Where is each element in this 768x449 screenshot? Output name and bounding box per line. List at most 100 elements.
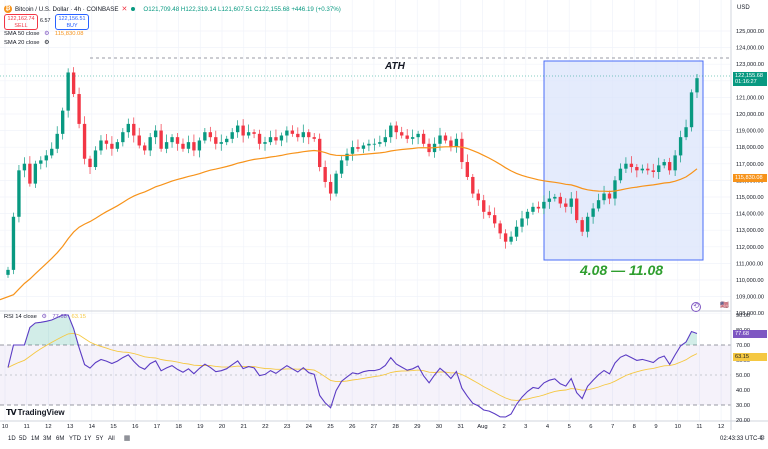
ohlc-values: O121,709.48 H122,319.14 L121,607.51 C122… <box>143 5 341 13</box>
candle <box>71 72 76 95</box>
price-axis-label: 113,000.00 <box>736 228 764 234</box>
candle <box>208 132 213 138</box>
currency-label[interactable]: USD <box>737 5 750 11</box>
settings-icon[interactable]: ⚙ <box>758 435 766 442</box>
timeframe-button-5y[interactable]: 5Y <box>96 436 104 442</box>
sma20-legend[interactable]: SMA 20 close ⚙ <box>4 40 50 46</box>
timeframe-button-all[interactable]: All <box>108 436 115 442</box>
candle <box>514 226 519 237</box>
timeframe-button-ytd[interactable]: YTD <box>69 436 81 442</box>
timeframe-button-5d[interactable]: 5D <box>19 436 27 442</box>
timeframe-button-1m[interactable]: 1M <box>31 436 40 442</box>
clock[interactable]: 02:43:33 UTC-4 <box>720 436 763 442</box>
time-axis-label: 15 <box>110 424 116 430</box>
candle <box>328 181 333 194</box>
candle <box>257 133 262 144</box>
time-axis-label: 10 <box>2 424 8 430</box>
candle <box>580 220 584 232</box>
candle <box>268 137 273 143</box>
candle <box>137 135 141 146</box>
date-range-label[interactable]: 4.08 — 11.08 <box>580 262 664 278</box>
rsi-line <box>7 314 698 418</box>
sell-button[interactable]: 122,162.74 SELL <box>4 14 38 30</box>
candle <box>498 223 502 234</box>
price-axis-label: 124,000.00 <box>736 46 764 52</box>
sma20-settings-icon[interactable]: ⚙ <box>44 40 50 46</box>
price-axis-label: 115,000.00 <box>736 195 764 201</box>
timeframe-button-6m[interactable]: 6M <box>56 436 65 442</box>
candle <box>482 200 486 212</box>
candle <box>17 170 21 217</box>
tradingview-logo[interactable]: 𝗧𝗩 TradingView <box>6 408 65 417</box>
time-axis-label: 4 <box>546 424 550 430</box>
candle <box>509 236 513 242</box>
candle <box>246 132 251 136</box>
timeframe-button-3m[interactable]: 3M <box>43 436 52 442</box>
time-axis-label: 19 <box>197 424 203 430</box>
candle <box>503 233 508 242</box>
alert-icon[interactable]: ⟲ <box>691 302 701 312</box>
candle <box>121 132 125 143</box>
buy-button[interactable]: 122,156.51 BUY <box>55 14 89 30</box>
rsi-value-tag: 77.68 <box>733 330 767 338</box>
candle <box>651 170 655 172</box>
candle <box>263 142 267 144</box>
time-axis-label: 29 <box>414 424 420 430</box>
time-axis-label: 12 <box>718 424 724 430</box>
symbol-title[interactable]: Bitcoin / U.S. Dollar · 4h · COINBASE <box>15 5 119 13</box>
candle <box>471 176 475 194</box>
timeframe-button-1y[interactable]: 1Y <box>84 436 92 442</box>
candle <box>148 137 152 151</box>
candle <box>356 147 360 149</box>
candle <box>235 125 240 133</box>
time-axis-label: 20 <box>219 424 225 430</box>
time-axis-label: 16 <box>132 424 138 430</box>
candle <box>77 94 81 124</box>
candle <box>279 135 284 141</box>
candle <box>689 92 694 128</box>
candle <box>662 162 666 166</box>
time-axis-label: Aug <box>477 424 487 430</box>
rsi-settings-icon[interactable]: ⚙ <box>41 314 47 320</box>
price-axis-label: 119,000.00 <box>736 129 764 135</box>
candle <box>312 137 316 139</box>
price-axis-label: 112,000.00 <box>736 245 764 251</box>
candle <box>400 132 404 136</box>
candle <box>646 168 650 171</box>
candle <box>536 206 541 209</box>
candle <box>241 125 245 136</box>
candle <box>383 137 387 143</box>
candle <box>39 160 43 164</box>
market-status-icon <box>131 7 136 11</box>
candle <box>285 130 289 136</box>
candle <box>585 216 590 232</box>
price-axis-label: 114,000.00 <box>736 212 764 218</box>
price-axis-label: 108,000.00 <box>736 311 764 317</box>
candle <box>575 198 579 221</box>
timeframe-button-1d[interactable]: 1D <box>8 436 16 442</box>
sma50-settings-icon[interactable]: ⚙ <box>44 31 50 37</box>
candle <box>126 123 130 133</box>
candle <box>88 158 92 168</box>
candle <box>367 143 371 146</box>
candle <box>487 211 491 216</box>
ath-label[interactable]: ATH <box>385 61 405 72</box>
close-symbol-icon[interactable]: ✕ <box>121 6 128 13</box>
candle <box>339 160 344 174</box>
flag-icon[interactable]: 🇺🇸 <box>720 302 729 309</box>
rsi-legend[interactable]: RSI 14 close ⚙ 77.68 63.15 <box>4 314 86 320</box>
time-axis-label: 5 <box>568 424 571 430</box>
candle <box>50 148 54 156</box>
time-axis-label: 2 <box>502 424 505 430</box>
candle <box>553 196 557 199</box>
sma50-legend[interactable]: SMA 50 close ⚙ 115,830.08 <box>4 31 84 37</box>
candle <box>170 137 174 143</box>
candle <box>667 162 672 171</box>
candle <box>591 208 595 217</box>
candle <box>61 110 65 134</box>
date-range-icon[interactable]: ▦ <box>123 435 131 442</box>
symbol-header[interactable]: ₿ Bitcoin / U.S. Dollar · 4h · COINBASE … <box>4 3 341 15</box>
date-range-box[interactable] <box>543 60 704 261</box>
price-axis-label: 111,000.00 <box>736 261 763 267</box>
